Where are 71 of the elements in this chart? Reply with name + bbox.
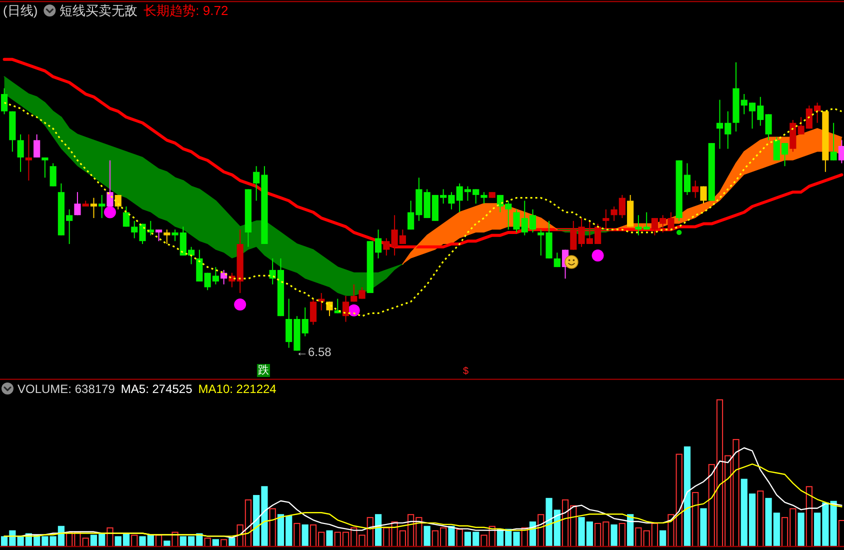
bar <box>838 520 844 547</box>
bar <box>798 512 804 546</box>
candlestick <box>310 298 317 326</box>
bar <box>757 490 764 547</box>
candlestick <box>42 156 48 178</box>
bar <box>610 524 618 546</box>
bar <box>155 534 162 547</box>
candlestick <box>700 186 707 204</box>
candlestick <box>692 180 699 198</box>
text: MA10: 221224 <box>198 382 277 396</box>
candlestick <box>106 160 114 207</box>
bar <box>538 514 544 547</box>
chart-title: VOLUME: 638179 <box>18 382 116 396</box>
candlestick <box>342 295 350 322</box>
bar <box>521 527 528 547</box>
bar <box>806 486 812 547</box>
candlestick <box>98 194 106 219</box>
point <box>592 250 604 262</box>
point <box>676 230 682 236</box>
candlestick <box>643 212 650 230</box>
point <box>234 298 246 311</box>
bar <box>456 528 463 547</box>
bar <box>692 492 699 547</box>
candlestick <box>830 122 837 161</box>
candlestick <box>122 206 130 228</box>
text: $ <box>463 366 470 377</box>
bar <box>618 522 626 547</box>
bar <box>684 446 691 546</box>
bar <box>374 514 382 546</box>
bar <box>269 508 276 547</box>
bar <box>131 534 138 547</box>
candlestick <box>34 134 40 158</box>
candlestick <box>74 192 81 216</box>
bar <box>326 530 333 546</box>
text: 长期趋势: 9.72 <box>144 3 228 18</box>
bar <box>627 514 634 546</box>
candlestick <box>554 252 560 268</box>
candlestick <box>602 208 610 230</box>
text: MA5: 274525 <box>120 382 193 396</box>
bar <box>204 538 211 547</box>
candlestick <box>838 140 844 164</box>
bar <box>228 538 236 546</box>
candlestick <box>326 301 333 317</box>
candlestick <box>155 229 162 242</box>
candlestick <box>25 134 32 182</box>
candlestick <box>50 162 56 187</box>
chart-subtitle: 短线买卖无敌 <box>60 3 138 18</box>
bar <box>700 508 707 546</box>
candlestick <box>1 88 8 115</box>
chart-title: (日线) <box>3 3 38 18</box>
bar <box>294 522 300 547</box>
bar <box>635 527 642 547</box>
bar <box>106 527 114 547</box>
candlestick <box>17 134 24 172</box>
bar <box>660 530 666 546</box>
annotation: ←6.58 <box>296 345 332 360</box>
bar <box>448 526 455 546</box>
candlestick <box>164 229 170 244</box>
candlestick <box>196 249 203 282</box>
candlestick <box>480 192 488 204</box>
point <box>104 206 116 218</box>
candlestick <box>90 197 98 219</box>
bar <box>220 539 228 547</box>
bar <box>172 532 178 547</box>
bar <box>164 540 170 546</box>
bar <box>212 539 219 546</box>
bar <box>424 526 430 546</box>
candlestick <box>635 214 642 236</box>
point <box>348 304 360 316</box>
bar <box>830 500 837 546</box>
bar <box>302 524 308 546</box>
